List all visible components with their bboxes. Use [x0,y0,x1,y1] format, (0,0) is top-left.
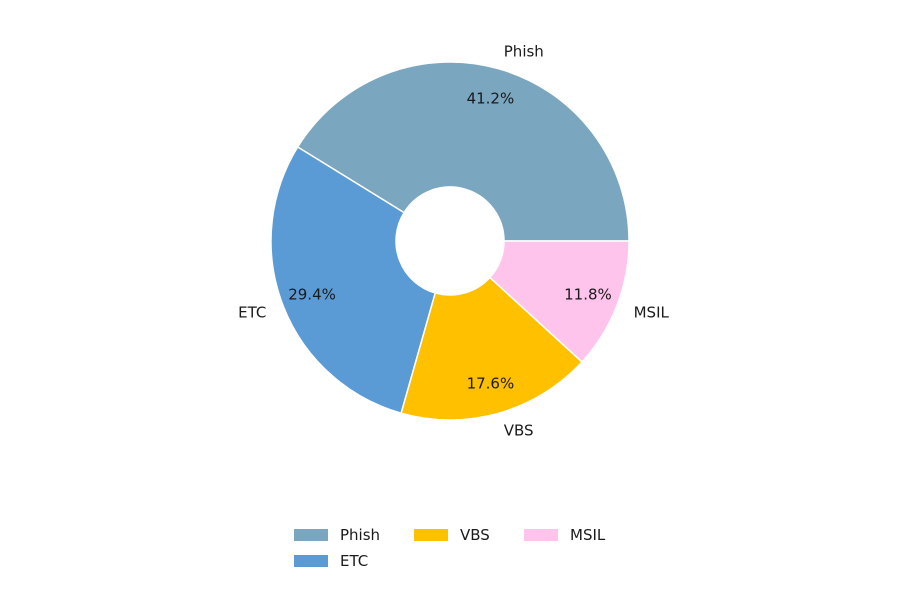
legend-label-phish: Phish [340,526,381,544]
category-label-msil: MSIL [634,303,670,321]
category-label-vbs: VBS [504,422,534,440]
legend-item-phish: Phish [294,526,380,544]
legend-item-etc: ETC [294,552,368,570]
legend: Phish ETC VBS MSIL [294,526,634,576]
percent-label-phish: 41.2% [467,90,515,108]
legend-swatch-etc [294,555,328,567]
legend-swatch-msil [524,529,558,541]
category-label-phish: Phish [504,42,544,60]
legend-label-etc: ETC [340,552,369,570]
legend-swatch-phish [294,529,328,541]
legend-item-msil: MSIL [524,526,605,544]
slice-phish [296,61,630,242]
percent-label-vbs: 17.6% [467,374,515,392]
category-label-etc: ETC [238,303,266,321]
slice-vbs [400,276,584,421]
legend-item-vbs: VBS [414,526,490,544]
percent-label-msil: 11.8% [564,286,612,304]
legend-label-msil: MSIL [570,526,606,544]
percent-label-etc: 29.4% [288,286,336,304]
legend-label-vbs: VBS [460,526,490,544]
legend-swatch-vbs [414,529,448,541]
slice-msil [488,240,630,363]
slice-etc [270,145,437,415]
